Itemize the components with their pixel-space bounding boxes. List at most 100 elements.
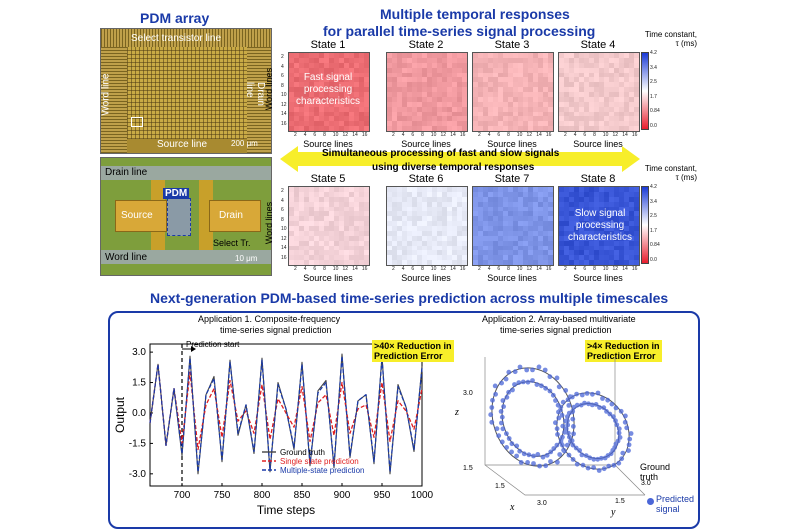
- colorbar-tick: 1.7: [650, 227, 657, 234]
- x-tick-2: 3.0: [537, 500, 547, 507]
- predicted-point: [554, 375, 560, 381]
- predicted-point: [517, 448, 523, 454]
- x-tick: 10: [516, 266, 523, 272]
- word-line-label: Word line: [105, 252, 148, 263]
- scale-bar-200um: 200 μm: [231, 139, 258, 148]
- x-tick: 16: [459, 266, 466, 272]
- predicted-point: [514, 443, 520, 449]
- predicted-point: [543, 385, 548, 391]
- predicted-point: [627, 436, 633, 442]
- predicted-signal-label: Predicted signal: [656, 494, 694, 514]
- predicted-point: [524, 367, 530, 373]
- colorbar-tick: 0.0: [650, 257, 657, 263]
- y-tick: 16: [281, 254, 287, 261]
- x-tick: 14: [536, 132, 542, 138]
- predicted-point: [499, 380, 504, 386]
- plot-frame: [149, 343, 423, 487]
- predicted-point: [544, 452, 550, 458]
- predicted-point: [510, 387, 515, 393]
- predicted-point: [616, 426, 622, 432]
- predicted-point: [530, 367, 535, 373]
- x-tick: 8: [421, 132, 424, 138]
- arrow-text-1: Simultaneous processing of fast and slow…: [322, 148, 560, 159]
- predicted-point: [506, 369, 512, 375]
- y-tick: 14: [281, 111, 287, 117]
- x-tick: 2: [564, 132, 567, 138]
- predicted-point: [593, 402, 599, 407]
- predicted-point: [587, 455, 593, 461]
- predicted-point: [560, 399, 566, 405]
- predicted-point: [595, 390, 601, 396]
- y-tick: 14: [281, 245, 287, 251]
- predicted-point: [566, 403, 572, 408]
- predicted-point: [537, 463, 542, 469]
- predicted-point: [553, 398, 558, 403]
- ground-truth-line2: truth: [640, 472, 659, 482]
- state-title-4: State 4: [580, 39, 616, 51]
- x-tick: 6: [313, 266, 317, 272]
- predicted-point: [560, 442, 565, 448]
- bottom-title: Next-generation PDM-based time-series pr…: [150, 290, 669, 306]
- x-tick-label: 950: [374, 490, 391, 501]
- word-line-label-vertical: Word line: [100, 73, 112, 116]
- x-tick: 6: [411, 266, 415, 272]
- colorbar-tick: 4.2: [650, 184, 657, 190]
- predicted-point: [501, 404, 506, 409]
- x-tick: 14: [352, 132, 358, 138]
- predicted-point: [582, 400, 587, 406]
- predicted-point: [579, 392, 585, 398]
- x-tick: 14: [450, 132, 456, 138]
- predicted-point: [605, 397, 611, 403]
- x-tick: 4: [573, 266, 577, 272]
- prediction-start-label: Prediction start: [186, 340, 240, 349]
- predicted-point: [571, 424, 576, 429]
- app2-callout: >4× Reduction in Prediction Error: [585, 340, 662, 362]
- predicted-point: [555, 459, 560, 465]
- x-tick: 4: [487, 132, 491, 138]
- colorbar-tick: 2.5: [650, 213, 657, 220]
- source-line-label: Source line: [157, 139, 208, 150]
- predicted-point: [504, 445, 509, 450]
- predicted-point: [591, 456, 597, 462]
- x-axis-label: x: [509, 502, 515, 513]
- scale-bar-10um: 10 μm: [235, 254, 258, 263]
- predicted-point: [536, 364, 542, 370]
- predicted-point: [584, 391, 590, 396]
- z-axis-label: z: [454, 407, 459, 418]
- word-lines-axis-label: Word lines: [264, 201, 275, 245]
- predicted-point: [618, 408, 624, 414]
- fast-signal-caption: Fast signal processing characteristics: [296, 72, 360, 107]
- y-tick: 12: [281, 101, 287, 108]
- state-title-6: State 6: [408, 173, 444, 185]
- predicted-point: [574, 402, 580, 408]
- cell-micrograph: Drain line PDM Source Drain Select Tr. W…: [100, 157, 272, 276]
- select-transistor-line-label: Select transistor line: [131, 33, 222, 44]
- state-heatmap-3: [472, 52, 554, 132]
- predicted-point: [600, 396, 605, 401]
- x-tick: 16: [631, 132, 638, 138]
- predicted-point: [560, 423, 566, 429]
- source-lines-axis-label: Source lines: [303, 273, 353, 283]
- colorbar-tick: 4.2: [650, 50, 657, 56]
- predicted-point: [583, 453, 589, 458]
- applications-panel: [108, 311, 700, 529]
- predicted-point: [542, 367, 548, 373]
- predicted-point: [534, 382, 540, 387]
- y-tick-label: 1.5: [132, 378, 146, 389]
- predicted-point: [606, 463, 612, 469]
- colorbar-tick: 1.7: [650, 93, 657, 100]
- source-lines-axis-label: Source lines: [401, 273, 451, 283]
- predicted-point: [585, 465, 591, 471]
- predicted-point: [614, 422, 620, 428]
- predicted-point: [565, 397, 571, 403]
- predicted-point: [499, 420, 504, 426]
- app1-callout-line1: >40× Reduction in: [374, 341, 452, 351]
- x-tick: 14: [622, 132, 628, 138]
- predicted-point: [492, 383, 498, 389]
- app2-title-1: Application 2. Array-based multivariate: [482, 314, 636, 324]
- predicted-point: [525, 379, 531, 385]
- predicted-point: [580, 462, 586, 468]
- predicted-point: [553, 420, 558, 426]
- predicted-point: [620, 450, 626, 456]
- x-tick-label: 750: [214, 490, 231, 501]
